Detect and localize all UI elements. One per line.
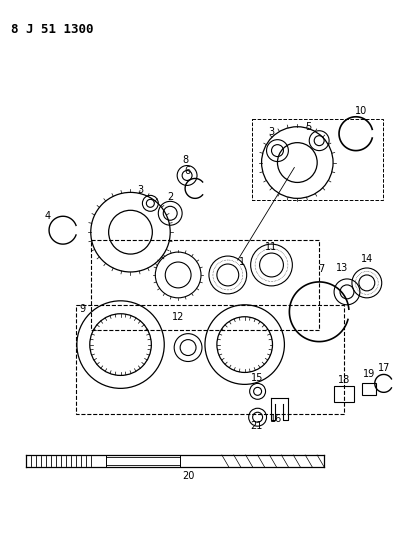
Text: 3: 3 — [268, 127, 275, 136]
Text: 5: 5 — [305, 122, 311, 132]
Text: 2: 2 — [167, 192, 173, 203]
Bar — [91, 240, 319, 330]
Text: 8: 8 — [182, 155, 188, 165]
Text: 10: 10 — [355, 106, 367, 116]
Text: 17: 17 — [377, 364, 390, 374]
Bar — [76, 305, 344, 414]
Bar — [252, 119, 383, 200]
Text: 12: 12 — [172, 312, 184, 322]
Bar — [362, 383, 376, 395]
Text: 21: 21 — [250, 421, 263, 431]
Text: 11: 11 — [265, 242, 277, 252]
Text: 16: 16 — [270, 414, 283, 424]
Text: 13: 13 — [336, 263, 348, 273]
Text: 9: 9 — [80, 304, 86, 314]
Text: 6: 6 — [184, 166, 190, 176]
Bar — [334, 386, 354, 402]
Text: 15: 15 — [251, 374, 264, 383]
Text: 7: 7 — [318, 264, 324, 274]
Text: 18: 18 — [338, 375, 350, 385]
Text: 1: 1 — [239, 257, 245, 267]
Text: 19: 19 — [363, 369, 375, 379]
Text: 3: 3 — [138, 185, 144, 196]
Text: 14: 14 — [361, 254, 373, 264]
Text: 8 J 51 1300: 8 J 51 1300 — [11, 23, 94, 36]
Text: 4: 4 — [45, 211, 51, 221]
Text: 20: 20 — [182, 471, 194, 481]
